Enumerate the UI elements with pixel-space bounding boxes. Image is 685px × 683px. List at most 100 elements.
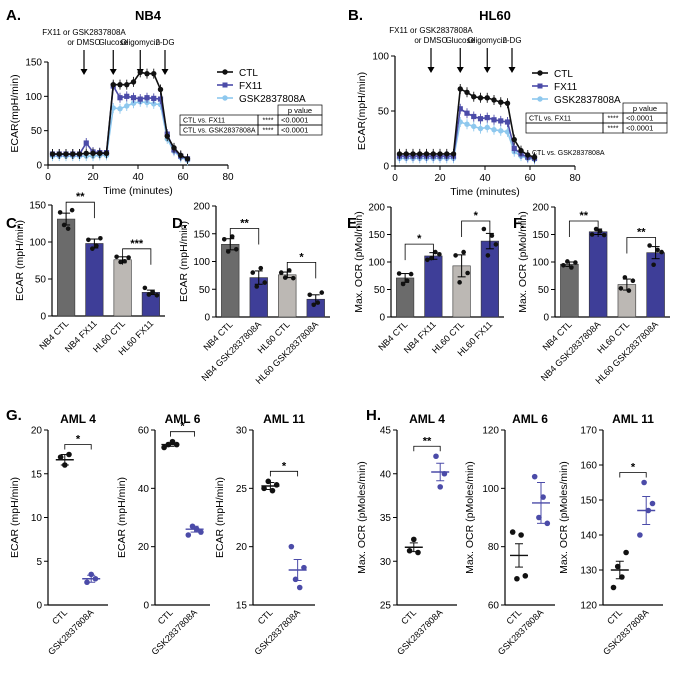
data-point [410, 151, 416, 157]
data-point [311, 302, 317, 308]
table-annotation: CTL vs. GSK2837808A [532, 150, 605, 157]
bar [560, 263, 579, 318]
data-point [63, 151, 69, 157]
x-tick-label: CTL [504, 607, 523, 626]
panel-letter: F. [513, 215, 525, 232]
y-tick-label: 100 [372, 52, 389, 63]
table-header: p value [633, 104, 657, 113]
injection-label: or DMSO [67, 38, 100, 47]
data-point [477, 95, 484, 101]
y-tick-label: 140 [580, 531, 597, 542]
significance-label: * [180, 421, 185, 433]
bar [57, 218, 76, 317]
data-point [408, 271, 414, 277]
table-stars: **** [608, 126, 619, 133]
data-point [296, 584, 303, 591]
y-axis-label: Max. OCR (pMoles/min) [356, 461, 368, 574]
data-point [430, 151, 436, 157]
data-point [142, 285, 148, 291]
data-point [171, 145, 177, 151]
data-point [250, 270, 256, 275]
legend-label: GSK2837808A [239, 94, 306, 105]
data-point [137, 96, 143, 102]
legend-marker [537, 96, 543, 102]
data-point [540, 494, 546, 500]
data-point [610, 584, 617, 591]
chart-AML 6: AML 60204060ECAR (mpH/min)CTLGSK2837808A… [116, 412, 210, 657]
data-point [481, 226, 487, 232]
data-point [647, 243, 652, 248]
data-point [157, 86, 164, 93]
injection-arrowhead [161, 69, 169, 75]
x-tick-label: CTL [50, 607, 69, 626]
chart-title: NB4 [135, 8, 162, 23]
y-tick-label: 150 [532, 230, 549, 241]
data-point [76, 151, 83, 157]
data-point [83, 150, 89, 157]
significance-bracket [619, 472, 647, 478]
injection-label: FX11 or GSK2837808A [42, 28, 126, 37]
chart-NB4: A. NB4 0 20 40 60 80 Time (minutes) 0 50 100 150 ECA… [6, 7, 323, 197]
data-point [518, 532, 524, 538]
data-point [83, 140, 89, 146]
data-point [417, 151, 423, 157]
legend-marker [222, 82, 228, 88]
data-point [614, 563, 621, 570]
data-point [122, 258, 127, 264]
y-tick-label: 120 [482, 426, 499, 437]
y-tick-label: 100 [532, 258, 549, 269]
data-point [651, 262, 656, 268]
data-point [531, 154, 538, 160]
y-tick-label: 60 [488, 601, 500, 612]
chart-AML 11: AML 11 120 130 140 150 160 170 Max. OCR (pMoles… [558, 412, 663, 657]
data-point [453, 253, 458, 258]
data-point [514, 575, 520, 582]
y-tick-label: 200 [368, 203, 385, 214]
x-tick-label: 80 [569, 173, 581, 184]
injection-arrowhead [80, 69, 88, 75]
legend-label: CTL [554, 69, 573, 80]
y-tick-label: 170 [580, 426, 597, 437]
bar [278, 274, 297, 318]
data-point [103, 150, 110, 157]
data-point [144, 95, 150, 101]
y-tick-label: 100 [482, 484, 499, 495]
data-point [511, 145, 517, 151]
data-point [457, 86, 463, 92]
data-point [164, 133, 170, 139]
x-tick-label: CTL [256, 607, 275, 626]
bar [588, 231, 608, 318]
data-point [154, 292, 160, 298]
legend-label: FX11 [239, 81, 263, 92]
data-point [457, 106, 463, 112]
data-point [561, 263, 566, 268]
data-point [471, 123, 477, 130]
legend-marker [222, 69, 228, 75]
data-point [464, 89, 470, 96]
significance-label: ** [240, 218, 249, 230]
table-stars: **** [263, 128, 274, 135]
data-point [98, 236, 103, 241]
y-tick-label: 100 [29, 238, 46, 249]
legend-label: FX11 [554, 82, 578, 93]
data-point [84, 579, 90, 586]
data-point [185, 532, 192, 538]
data-point [498, 99, 504, 105]
data-point [484, 115, 490, 121]
data-point [403, 151, 409, 157]
y-tick-label: 10 [31, 513, 43, 524]
data-point [319, 290, 325, 295]
y-tick-label: 25 [236, 484, 248, 495]
chart-title: AML 11 [263, 412, 305, 426]
data-point [90, 246, 95, 251]
data-point [461, 249, 466, 255]
y-tick-label: 0 [36, 161, 42, 172]
data-point [69, 207, 75, 213]
data-point [597, 228, 603, 234]
y-tick-label: 200 [193, 202, 210, 213]
significance-bracket [404, 243, 434, 261]
x-tick-label: 0 [392, 173, 398, 184]
y-axis-label: Max. OCR (pMoles/min) [464, 461, 476, 574]
x-tick-label: 20 [434, 173, 446, 184]
